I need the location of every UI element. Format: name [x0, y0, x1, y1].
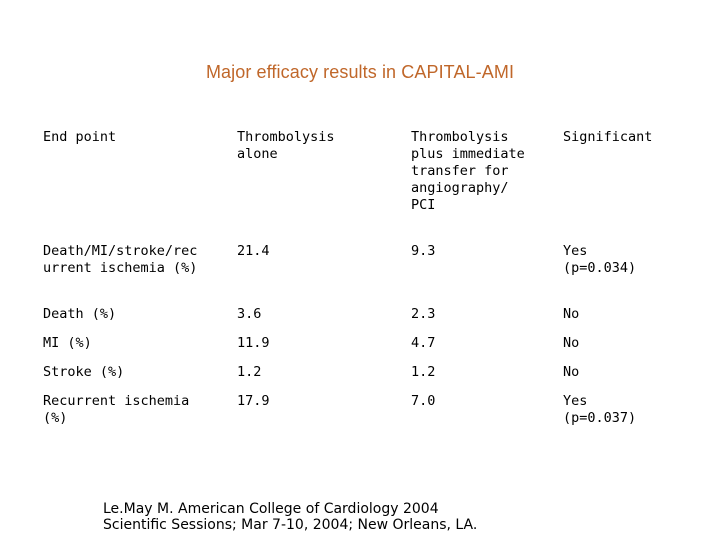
cell-end-point: MI (%) — [43, 335, 92, 351]
cell-significant: No — [563, 364, 580, 380]
cell-thrombolysis-plus-transfer: 1.2 — [411, 364, 436, 380]
source-citation: Le.May M. American College of Cardiology… — [103, 501, 477, 533]
cell-significant: No — [563, 306, 580, 322]
header-significant: Significant — [563, 129, 653, 145]
cell-thrombolysis-alone: 3.6 — [237, 306, 262, 322]
results-table: End point Thrombolysis alone Thrombolysi… — [43, 129, 683, 456]
header-end-point: End point — [43, 129, 117, 145]
source-line-1: Le.May M. American College of Cardiology… — [103, 501, 439, 517]
table-row: Death/MI/stroke/rec urrent ischemia (%) … — [43, 243, 683, 306]
cell-thrombolysis-plus-transfer: 9.3 — [411, 243, 436, 259]
table-row: Stroke (%) 1.2 1.2 No — [43, 364, 683, 393]
table-row: Death (%) 3.6 2.3 No — [43, 306, 683, 335]
cell-thrombolysis-plus-transfer: 7.0 — [411, 393, 436, 409]
cell-thrombolysis-alone: 11.9 — [237, 335, 270, 351]
cell-end-point: Stroke (%) — [43, 364, 125, 380]
cell-thrombolysis-alone: 21.4 — [237, 243, 270, 259]
cell-significant: Yes (p=0.034) — [563, 243, 637, 276]
table-row: MI (%) 11.9 4.7 No — [43, 335, 683, 364]
header-thrombolysis-alone: Thrombolysis alone — [237, 129, 335, 162]
source-line-2: Scientific Sessions; Mar 7-10, 2004; New… — [103, 517, 478, 533]
cell-thrombolysis-plus-transfer: 2.3 — [411, 306, 436, 322]
cell-end-point: Recurrent ischemia (%) — [43, 393, 190, 426]
table-header-row: End point Thrombolysis alone Thrombolysi… — [43, 129, 683, 243]
cell-end-point: Death (%) — [43, 306, 117, 322]
cell-significant: Yes (p=0.037) — [563, 393, 637, 426]
cell-thrombolysis-alone: 17.9 — [237, 393, 270, 409]
header-thrombolysis-plus-transfer: Thrombolysis plus immediate transfer for… — [411, 129, 525, 213]
cell-thrombolysis-alone: 1.2 — [237, 364, 262, 380]
cell-significant: No — [563, 335, 580, 351]
cell-end-point: Death/MI/stroke/rec urrent ischemia (%) — [43, 243, 198, 276]
slide-title: Major efficacy results in CAPITAL-AMI — [205, 62, 515, 82]
cell-thrombolysis-plus-transfer: 4.7 — [411, 335, 436, 351]
table-row: Recurrent ischemia (%) 17.9 7.0 Yes (p=0… — [43, 393, 683, 456]
